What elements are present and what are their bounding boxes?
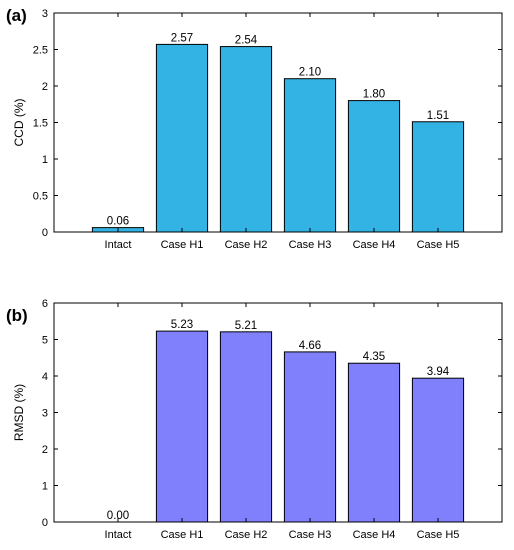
panel-b-y-tick-label-4: 4 <box>42 371 48 383</box>
panel-b-data-label-3: 4.66 <box>299 340 321 352</box>
panel-a-data-label-1: 2.57 <box>171 32 193 44</box>
panel-a-bar-4 <box>347 100 401 233</box>
panel-b-data-label-4: 4.35 <box>363 351 385 363</box>
panel-a-x-tick-label-0: Intact <box>105 239 132 251</box>
panel-b-y-tick-label-5: 5 <box>42 335 48 347</box>
panel-a-x-tick-label-2: Case H2 <box>225 239 268 251</box>
panel-b-y-tick-label-6: 6 <box>42 298 48 310</box>
panel-b-data-label-1: 5.23 <box>171 319 193 331</box>
panel-b-label: (b) <box>6 306 28 325</box>
panel-a-x-tick-label-1: Case H1 <box>161 239 204 251</box>
panel-a-y-tick-label-5: 2.5 <box>33 45 48 57</box>
panel-b-y-tick-label-3: 3 <box>42 408 48 420</box>
panel-a-bar-1 <box>155 43 209 233</box>
panel-a-y-tick-label-3: 1.5 <box>33 118 48 130</box>
panel-a-x-tick-label-5: Case H5 <box>417 239 460 251</box>
panel-b-y-tick-label-0: 0 <box>42 517 48 529</box>
panel-a-label: (a) <box>6 6 27 25</box>
panel-b-bar-2 <box>219 331 273 523</box>
panel-a-data-label-5: 1.51 <box>427 110 449 122</box>
panel-a-data-label-2: 2.54 <box>235 35 258 47</box>
panel-a-data-label-0: 0.06 <box>107 216 129 228</box>
panel-a-y-axis-label: CCD (%) <box>12 99 26 147</box>
panel-b-axes-box <box>53 302 503 523</box>
panel-b-x-tick-label-2: Case H2 <box>225 529 268 541</box>
panel-a-x-tick-label-3: Case H3 <box>289 239 332 251</box>
panel-a-y-tick-label-4: 2 <box>42 81 48 93</box>
panel-b-bar-1 <box>155 330 209 523</box>
panel-a-y-tick-label-0: 0 <box>42 227 48 239</box>
panel-a-data-label-3: 2.10 <box>299 67 321 79</box>
panel-b-data-label-5: 3.94 <box>427 366 450 378</box>
panel-b-x-tick-label-1: Case H1 <box>161 529 204 541</box>
panel-a-bar-5 <box>411 121 465 233</box>
panel-b-bar-4 <box>347 362 401 523</box>
panel-a-y-tick-label-6: 3 <box>42 8 48 20</box>
panel-b-x-tick-label-0: Intact <box>105 529 132 541</box>
panel-b-x-tick-label-3: Case H3 <box>289 529 332 541</box>
panel-b-x-tick-label-5: Case H5 <box>417 529 460 541</box>
panel-b-data-label-2: 5.21 <box>235 320 257 332</box>
panel-b-x-tick-label-4: Case H4 <box>353 529 396 541</box>
panel-b-data-label-0: 0.00 <box>107 510 129 522</box>
panel-b-y-tick-label-1: 1 <box>42 481 48 493</box>
panel-a-x-tick-label-4: Case H4 <box>353 239 396 251</box>
panel-a-data-label-4: 1.80 <box>363 89 385 101</box>
panel-a-bar-2 <box>219 46 273 233</box>
panel-a-axes-box <box>53 12 503 233</box>
panel-b-y-tick-label-2: 2 <box>42 444 48 456</box>
panel-a-bar-3 <box>283 78 337 233</box>
panel-b-y-axis-label: RMSD (%) <box>12 384 26 441</box>
panel-b-bar-5 <box>411 377 465 523</box>
panel-a-y-tick-label-2: 1 <box>42 154 48 166</box>
panel-a-y-tick-label-1: 0.5 <box>33 191 48 203</box>
panel-b-bar-3 <box>283 351 337 523</box>
